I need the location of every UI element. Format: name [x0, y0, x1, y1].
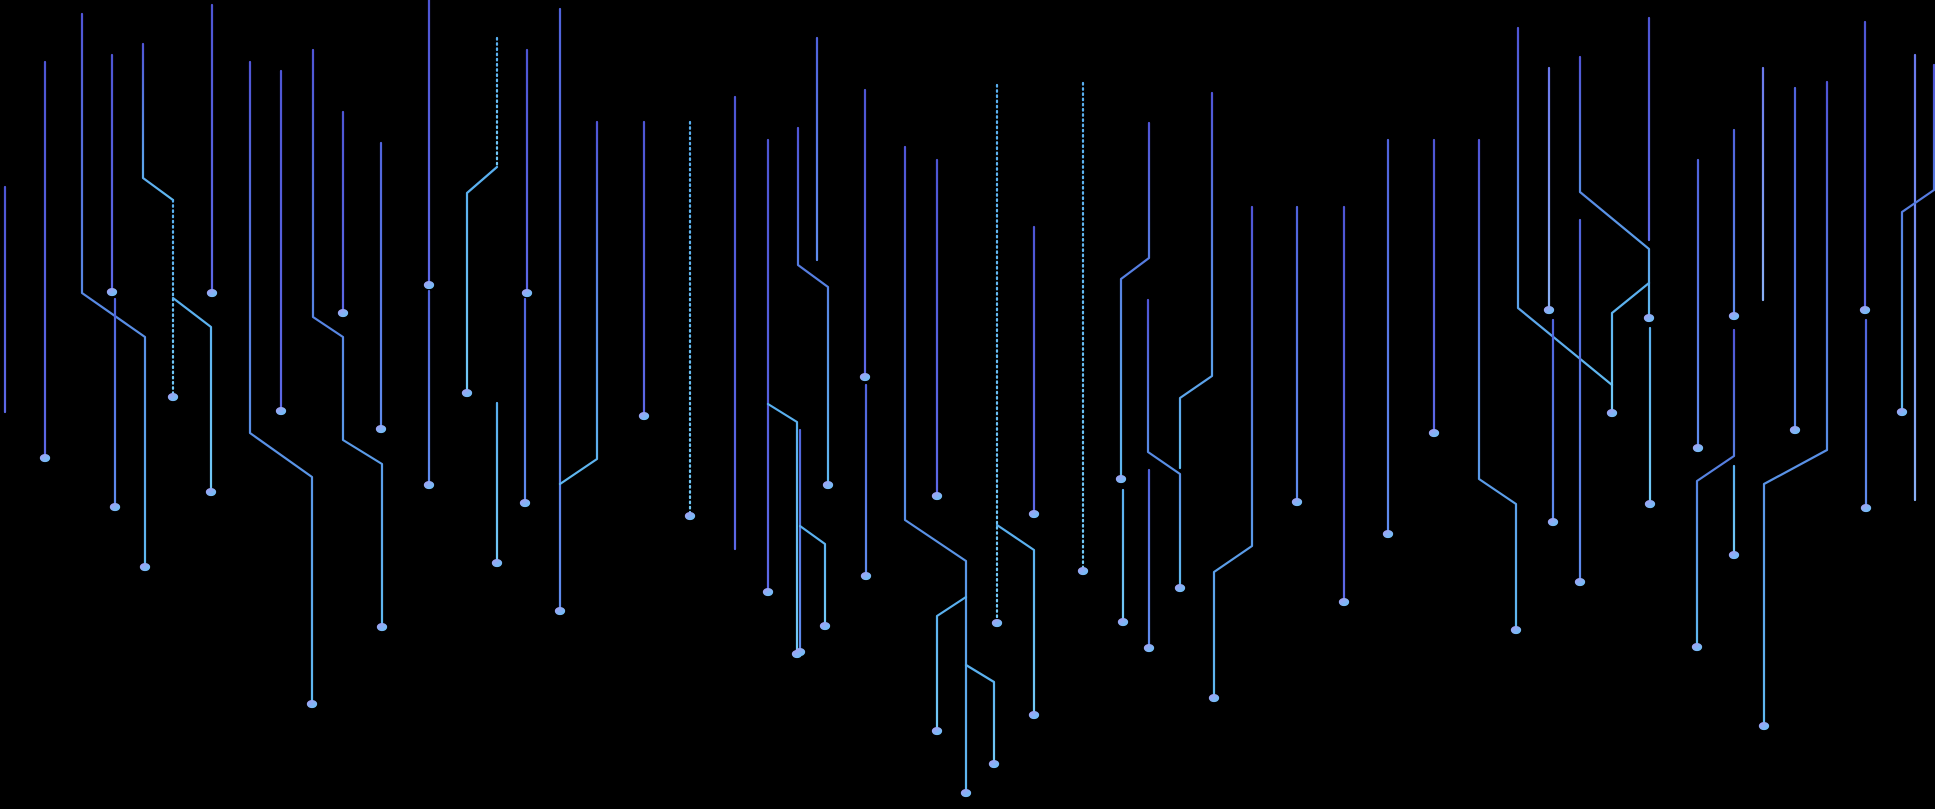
circuit-trace	[1212, 205, 1254, 698]
circuit-trace	[248, 60, 314, 704]
trace-endpoint-dot	[1574, 577, 1586, 587]
circuit-trace	[1610, 281, 1651, 413]
trace-endpoint-dot	[1758, 721, 1770, 731]
trace-endpoint-dot	[762, 587, 774, 597]
trace-endpoint-dot	[337, 308, 349, 318]
trace-endpoint-dot	[988, 759, 1000, 769]
trace-endpoint-dot	[822, 480, 834, 490]
trace-endpoint-dot	[1382, 529, 1394, 539]
trace-endpoint-dot	[1338, 597, 1350, 607]
circuit-trace	[766, 402, 799, 654]
circuit-trace	[558, 120, 599, 486]
trace-endpoint-dot	[794, 647, 806, 657]
circuit-trace	[1900, 63, 1935, 412]
trace-endpoint-dot	[1728, 311, 1740, 321]
circuit-trace	[798, 524, 827, 626]
circuit-trace	[1119, 121, 1151, 479]
circuit-trace	[80, 12, 147, 567]
circuit-trace	[1178, 91, 1214, 470]
trace-endpoint-dot	[1143, 643, 1155, 653]
trace-endpoint-dot	[306, 699, 318, 709]
circuit-trace	[995, 523, 1036, 715]
circuit-trace	[1578, 55, 1651, 318]
circuit-trace	[1695, 328, 1736, 647]
trace-endpoint-dot	[1115, 474, 1127, 484]
trace-endpoint-dot	[1117, 617, 1129, 627]
circuit-trace	[465, 165, 499, 393]
trace-endpoint-dot	[375, 424, 387, 434]
trace-endpoint-dot	[1606, 408, 1618, 418]
trace-endpoint-dot	[1174, 583, 1186, 593]
trace-endpoint-dot	[1028, 710, 1040, 720]
trace-endpoint-dot	[1291, 497, 1303, 507]
trace-endpoint-dot	[1691, 642, 1703, 652]
trace-endpoint-dot	[684, 511, 696, 521]
trace-endpoint-dot	[1860, 503, 1872, 513]
trace-endpoint-dot	[1859, 305, 1871, 315]
trace-endpoint-dot	[106, 287, 118, 297]
circuit-trace	[1762, 80, 1829, 726]
trace-endpoint-dot	[1208, 693, 1220, 703]
circuit-trace	[311, 48, 384, 627]
trace-endpoint-dot	[519, 498, 531, 508]
trace-endpoint-dot	[1896, 407, 1908, 417]
trace-endpoint-dot	[1644, 499, 1656, 509]
trace-endpoint-dot	[275, 406, 287, 416]
circuit-trace	[964, 663, 996, 764]
trace-endpoint-dot	[931, 726, 943, 736]
trace-endpoint-dot	[423, 480, 435, 490]
circuit-trace	[935, 595, 968, 731]
trace-endpoint-dot	[1728, 550, 1740, 560]
circuit-trace	[796, 126, 830, 485]
trace-endpoint-dot	[960, 788, 972, 798]
circuit-trace	[903, 145, 968, 793]
trace-endpoint-dot	[1547, 517, 1559, 527]
circuit-trace	[171, 296, 213, 492]
trace-endpoint-dot	[1028, 509, 1040, 519]
trace-endpoint-dot	[39, 453, 51, 463]
trace-endpoint-dot	[205, 487, 217, 497]
trace-endpoint-dot	[554, 606, 566, 616]
trace-endpoint-dot	[109, 502, 121, 512]
trace-endpoint-dot	[491, 558, 503, 568]
trace-endpoint-dot	[461, 388, 473, 398]
circuit-trace	[1477, 138, 1518, 630]
trace-endpoint-dot	[139, 562, 151, 572]
trace-endpoint-dot	[206, 288, 218, 298]
trace-endpoint-dot	[1077, 566, 1089, 576]
trace-endpoint-dot	[1428, 428, 1440, 438]
trace-endpoint-dot	[376, 622, 388, 632]
trace-endpoint-dot	[1789, 425, 1801, 435]
trace-endpoint-dot	[1543, 305, 1555, 315]
trace-endpoint-dot	[860, 571, 872, 581]
trace-endpoint-dot	[1643, 313, 1655, 323]
circuit-trace	[1146, 298, 1182, 588]
trace-endpoint-dot	[1510, 625, 1522, 635]
trace-endpoint-dot	[638, 411, 650, 421]
circuit-trace	[141, 42, 175, 202]
trace-endpoint-dot	[991, 618, 1003, 628]
trace-endpoint-dot	[423, 280, 435, 290]
trace-endpoint-dot	[931, 491, 943, 501]
trace-endpoint-dot	[1692, 443, 1704, 453]
trace-endpoint-dot	[521, 288, 533, 298]
trace-endpoint-dot	[859, 372, 871, 382]
trace-endpoint-dot	[819, 621, 831, 631]
trace-endpoint-dot	[167, 392, 179, 402]
